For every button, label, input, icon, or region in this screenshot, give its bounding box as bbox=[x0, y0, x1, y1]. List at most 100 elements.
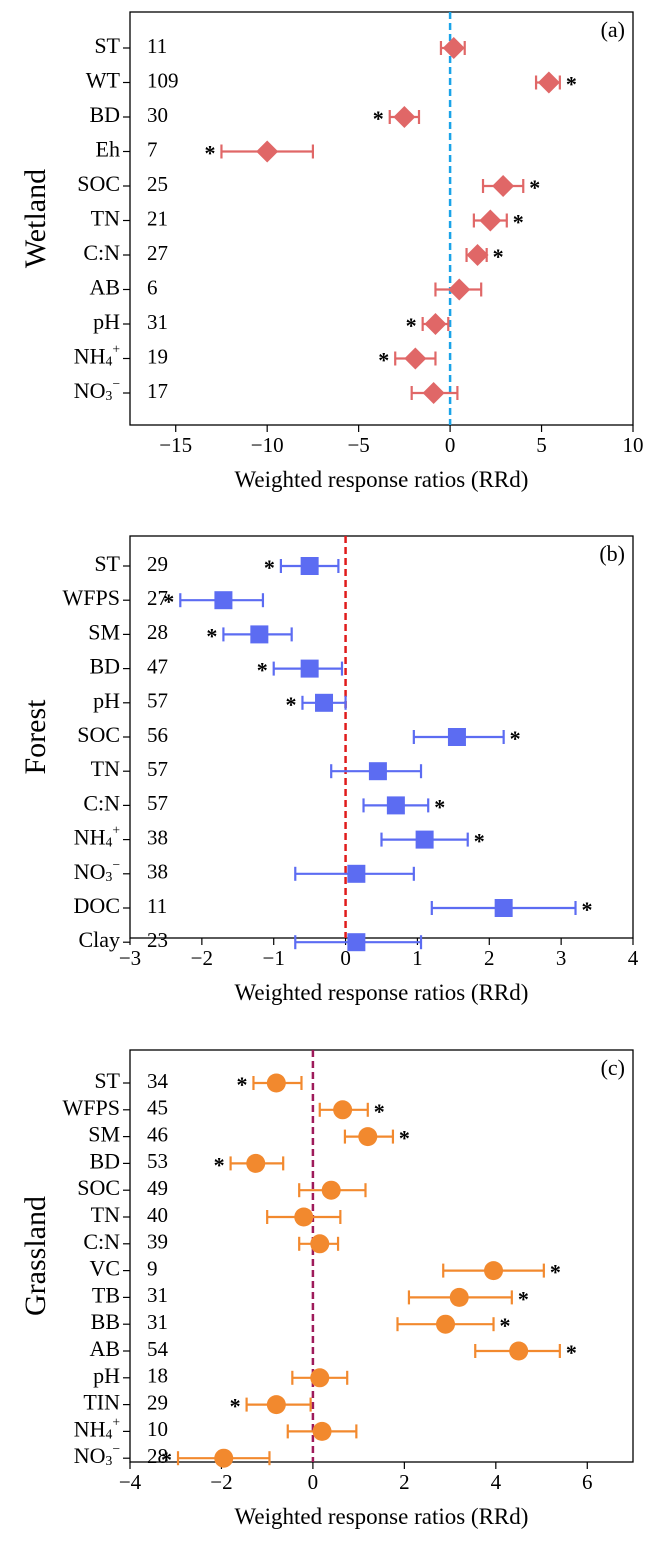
panel-label: (b) bbox=[599, 541, 625, 566]
forest-row: WT 109 * bbox=[86, 68, 577, 97]
significance-asterisk: * bbox=[399, 1126, 410, 1151]
significance-asterisk: * bbox=[434, 794, 445, 819]
significance-asterisk: * bbox=[500, 1313, 511, 1338]
mean-marker bbox=[494, 899, 513, 917]
category-label: SOC bbox=[77, 171, 120, 196]
forest-row: AB 6 bbox=[89, 275, 483, 301]
forest-row: pH 18 bbox=[93, 1363, 349, 1388]
sample-count: 57 bbox=[147, 757, 168, 781]
x-tick-label: −5 bbox=[347, 433, 369, 457]
forest-row: SOC 25 * bbox=[77, 171, 540, 200]
x-tick-label: −10 bbox=[251, 433, 284, 457]
forest-row: NH4+ 19 * bbox=[74, 342, 437, 373]
sample-count: 6 bbox=[147, 275, 158, 299]
sample-count: 23 bbox=[147, 928, 168, 952]
sample-count: 109 bbox=[147, 68, 179, 92]
significance-asterisk: * bbox=[214, 1152, 225, 1177]
sample-count: 56 bbox=[147, 723, 168, 747]
x-tick-label: 4 bbox=[491, 1470, 502, 1494]
forest-row: TB 31 * bbox=[92, 1282, 529, 1311]
sample-count: 53 bbox=[147, 1149, 168, 1173]
forest-row: SM 46 * bbox=[88, 1122, 410, 1151]
significance-asterisk: * bbox=[236, 1072, 247, 1097]
category-label: NO3− bbox=[74, 857, 121, 884]
category-label: ST bbox=[94, 1068, 120, 1093]
category-label: VC bbox=[89, 1256, 120, 1281]
mean-marker bbox=[436, 1314, 456, 1334]
mean-marker bbox=[448, 278, 471, 301]
category-label: TN bbox=[91, 756, 120, 781]
mean-marker bbox=[246, 1153, 266, 1173]
x-tick-label: 0 bbox=[308, 1470, 319, 1494]
significance-asterisk: * bbox=[582, 897, 593, 922]
significance-asterisk: * bbox=[474, 829, 485, 854]
y-axis-label: Wetland bbox=[19, 169, 52, 268]
significance-asterisk: * bbox=[374, 1099, 385, 1124]
sample-count: 34 bbox=[147, 1069, 169, 1093]
category-label: TB bbox=[92, 1282, 120, 1307]
sample-count: 30 bbox=[147, 103, 168, 127]
x-tick-label: 4 bbox=[628, 946, 639, 970]
mean-marker bbox=[449, 1287, 469, 1307]
category-label: BD bbox=[89, 102, 120, 127]
sample-count: 31 bbox=[147, 1283, 168, 1307]
sample-count: 46 bbox=[147, 1122, 168, 1146]
mean-marker bbox=[415, 830, 434, 849]
mean-marker bbox=[347, 864, 366, 883]
category-label: ST bbox=[94, 551, 120, 576]
forest-row: pH 31 * bbox=[93, 309, 450, 338]
mean-marker bbox=[300, 659, 319, 678]
x-tick-label: −3 bbox=[119, 946, 141, 970]
forest-row: C:N 27 * bbox=[83, 240, 503, 269]
category-label: Eh bbox=[96, 137, 120, 162]
x-tick-label: −2 bbox=[191, 946, 213, 970]
category-label: Clay bbox=[78, 927, 120, 952]
forest-row: TN 57 bbox=[91, 756, 423, 781]
mean-marker bbox=[300, 557, 319, 575]
category-label: SM bbox=[88, 1122, 120, 1147]
forest-row: C:N 57 * bbox=[83, 790, 445, 819]
significance-asterisk: * bbox=[230, 1394, 241, 1419]
mean-marker bbox=[479, 209, 502, 232]
significance-asterisk: * bbox=[378, 348, 389, 373]
sample-count: 39 bbox=[147, 1230, 168, 1254]
mean-marker bbox=[250, 625, 269, 644]
sample-count: 19 bbox=[147, 344, 168, 368]
sample-count: 27 bbox=[147, 586, 168, 610]
mean-marker bbox=[466, 244, 489, 266]
category-label: WFPS bbox=[63, 585, 120, 610]
sample-count: 25 bbox=[147, 172, 168, 196]
mean-marker bbox=[404, 347, 427, 370]
forest-row: TN 40 bbox=[91, 1202, 342, 1227]
mean-marker bbox=[358, 1127, 378, 1147]
mean-marker bbox=[214, 1448, 234, 1468]
category-label: BD bbox=[89, 1148, 120, 1173]
forest-row: DOC 11 * bbox=[74, 893, 593, 922]
significance-asterisk: * bbox=[510, 726, 521, 751]
category-label: SOC bbox=[77, 1175, 120, 1200]
significance-asterisk: * bbox=[529, 175, 540, 200]
mean-marker bbox=[256, 140, 279, 163]
sample-count: 11 bbox=[147, 34, 167, 58]
forest-row: SM 28 * bbox=[88, 619, 293, 648]
significance-asterisk: * bbox=[518, 1286, 529, 1311]
sample-count: 45 bbox=[147, 1096, 168, 1120]
category-label: ST bbox=[94, 33, 120, 58]
category-label: WFPS bbox=[63, 1095, 120, 1120]
sample-count: 38 bbox=[147, 860, 168, 884]
panel-label: (a) bbox=[601, 17, 625, 42]
forest-row: BD 30 * bbox=[89, 102, 421, 131]
forest-row: VC 9 * bbox=[89, 1256, 560, 1285]
category-label: BB bbox=[91, 1309, 120, 1334]
category-label: NO3− bbox=[74, 1442, 121, 1469]
forest-row: NH4+ 38 * bbox=[74, 823, 485, 854]
forest-row: ST 11 bbox=[94, 33, 466, 59]
sample-count: 28 bbox=[147, 620, 168, 644]
category-label: TN bbox=[91, 206, 120, 231]
category-label: pH bbox=[93, 309, 120, 334]
mean-marker bbox=[509, 1341, 529, 1361]
significance-asterisk: * bbox=[373, 106, 384, 131]
forest-row: WFPS 45 * bbox=[63, 1095, 385, 1124]
mean-marker bbox=[310, 1368, 330, 1388]
category-label: SOC bbox=[77, 722, 120, 747]
